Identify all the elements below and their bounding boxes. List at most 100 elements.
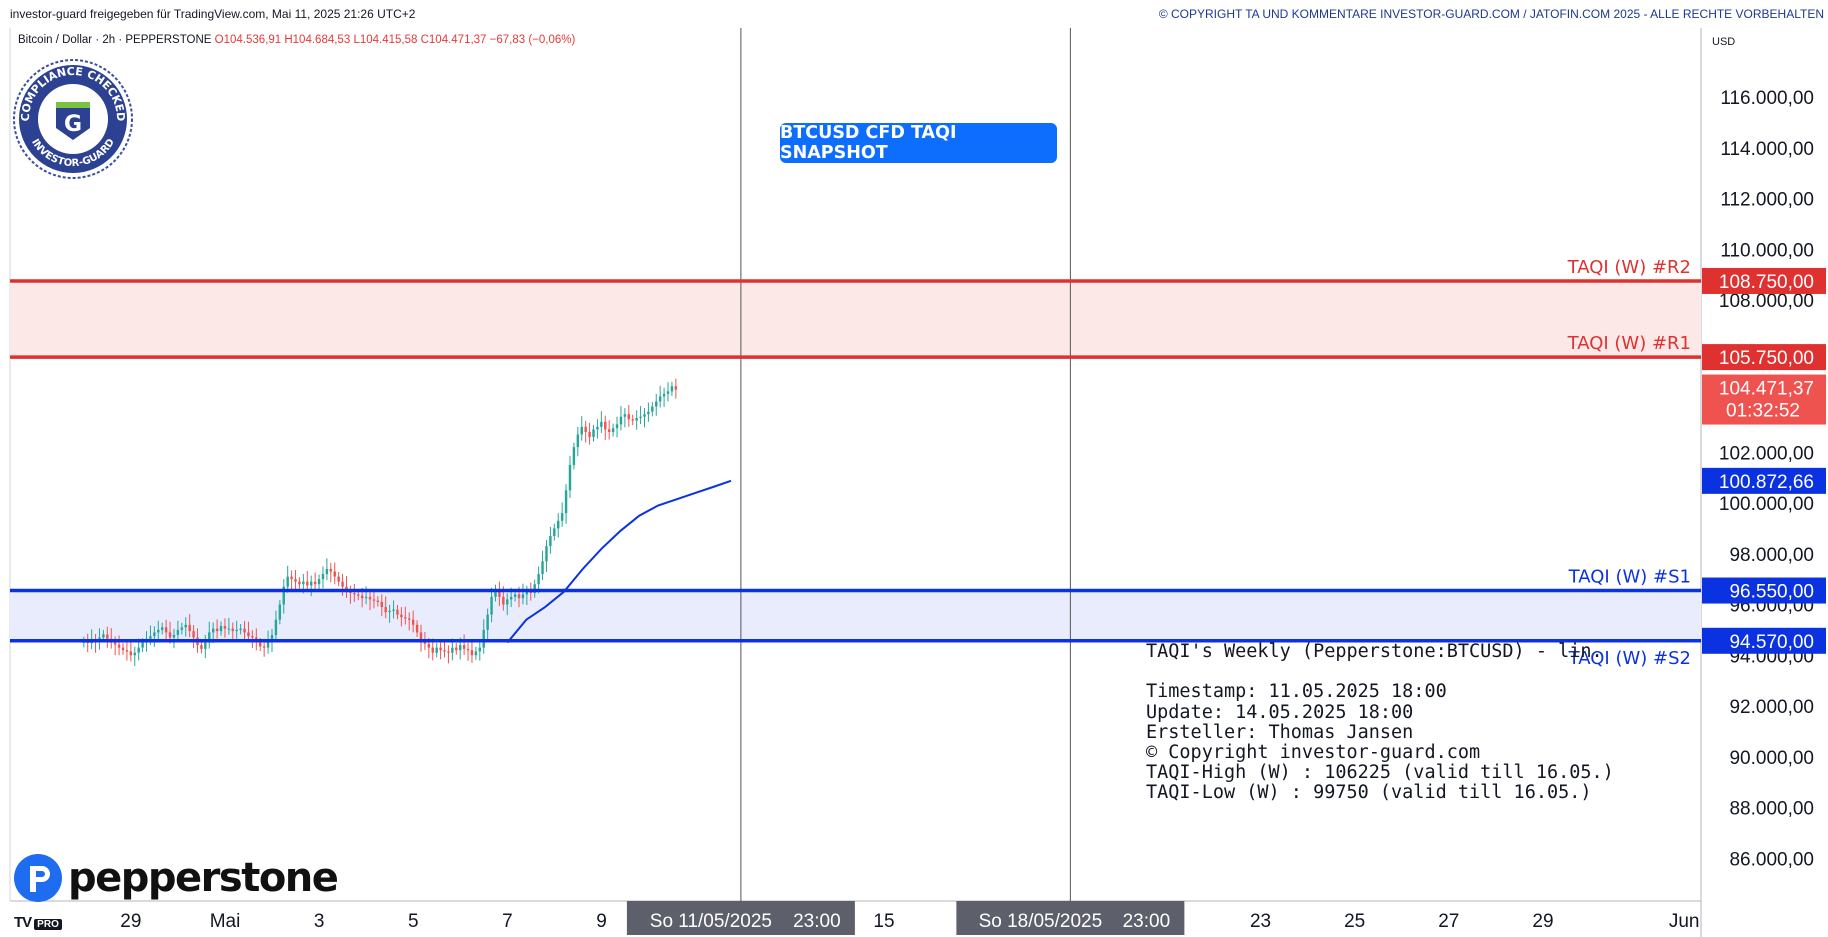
candle-body-33	[211, 628, 215, 633]
candle-body-19	[157, 629, 160, 633]
last-price-badge	[1702, 374, 1826, 425]
candle-body-112	[521, 594, 525, 599]
y-tick-7: 100.000,00	[1719, 494, 1814, 515]
candle-body-34	[215, 628, 219, 632]
open-value: O104.536,91	[214, 34, 282, 46]
candle-body-147	[658, 396, 662, 402]
candle-body-127	[580, 426, 583, 435]
top-bar: investor-guard freigegeben für TradingVi…	[0, 0, 1828, 28]
candle-body-81	[400, 614, 403, 618]
candle-body-39	[235, 629, 238, 632]
candle-body-146	[655, 401, 658, 407]
candle-body-57	[306, 581, 309, 586]
x-tick-9: 27	[1438, 911, 1459, 932]
candle-body-41	[243, 628, 246, 633]
candle-body-24	[176, 629, 180, 635]
candle-body-132	[600, 421, 603, 427]
candle-body-11	[125, 650, 129, 652]
date-badge-1	[956, 901, 1185, 935]
compliance-seal: COMPLIANCE CHECKED INVESTOR-GUARD G	[12, 58, 134, 185]
candle-body-108	[506, 599, 509, 605]
chart-background-layer	[9, 28, 1702, 937]
candle-body-87	[423, 642, 427, 644]
moving-average-line	[506, 479, 732, 644]
x-tick-1: Mai	[210, 911, 241, 932]
level-badge-text-2: 96.550,00	[1729, 582, 1814, 603]
y-tick-15: 116.000,00	[1720, 88, 1814, 109]
candle-body-63	[329, 568, 333, 572]
seal-letter: G	[64, 112, 82, 137]
candle-body-27	[188, 624, 191, 632]
candle-body-122	[560, 513, 564, 521]
candle-body-6	[106, 634, 109, 639]
level-badge-text-0: 108.750,00	[1719, 272, 1814, 293]
candle-body-110	[513, 594, 517, 597]
zone-layer	[10, 280, 1701, 641]
y-tick-12: 110.000,00	[1720, 240, 1814, 261]
candle-body-51	[282, 586, 285, 605]
candle-body-88	[427, 643, 431, 648]
candle-body-76	[380, 601, 383, 608]
candle-body-60	[317, 579, 321, 585]
candle-body-22	[168, 632, 172, 638]
candle-body-142	[639, 416, 642, 418]
candle-body-55	[298, 581, 301, 585]
candle-body-85	[415, 624, 419, 633]
candle-body-98	[466, 648, 470, 651]
candle-body-123	[564, 490, 568, 514]
currency-label[interactable]: USD	[1712, 36, 1736, 48]
snapshot-button[interactable]: BTCUSD CFD TAQI SNAPSHOT	[780, 123, 1057, 163]
y-tick-1: 88.000,00	[1729, 799, 1814, 820]
candle-body-124	[568, 464, 572, 491]
candle-body-92	[443, 650, 446, 652]
low-value: L104.415,58	[353, 34, 418, 46]
candle-body-134	[607, 429, 611, 432]
candle-body-83	[408, 618, 411, 620]
candle-body-26	[184, 624, 187, 628]
date-badge-0	[626, 901, 855, 935]
symbol-info[interactable]: Bitcoin / Dollar · 2h · PEPPERSTONE O104…	[18, 34, 575, 46]
candle-body-129	[588, 431, 591, 438]
candle-body-91	[439, 647, 442, 651]
candle-body-28	[192, 631, 195, 638]
candle-body-31	[204, 642, 207, 649]
candle-body-150	[670, 386, 674, 392]
candle-body-12	[129, 651, 133, 656]
candle-body-64	[333, 571, 336, 577]
zone-1	[10, 590, 1701, 641]
candle-body-125	[572, 447, 576, 465]
x-tick-7: 23	[1250, 911, 1271, 932]
date-badge-date-1: So 18/05/2025	[979, 911, 1103, 932]
candle-body-47	[266, 641, 270, 648]
date-badge-date-0: So 11/05/2025	[650, 911, 772, 932]
candle-body-102	[482, 629, 485, 648]
candle-body-79	[392, 609, 395, 611]
candle-body-36	[223, 626, 227, 629]
level-badge-0	[1702, 267, 1826, 294]
candle-body-70	[357, 594, 360, 596]
candle-body-61	[321, 574, 325, 580]
ma-badge	[1702, 467, 1826, 494]
candle-body-38	[231, 628, 235, 632]
x-tick-2: 3	[314, 911, 325, 932]
level-name-2: TAQI (W) #S1	[1568, 567, 1691, 588]
pepperstone-wordmark: pepperstone	[68, 855, 339, 901]
x-tick-0: 29	[120, 911, 141, 932]
candle-body-100	[474, 651, 478, 656]
candle-body-131	[596, 426, 599, 430]
candle-body-43	[251, 636, 254, 638]
candle-body-144	[647, 411, 650, 415]
candle-body-96	[458, 645, 462, 651]
candle-body-54	[294, 579, 297, 582]
grid-layer	[740, 28, 1071, 901]
date-badge-time-1: 23:00	[1123, 911, 1171, 932]
candle-body-42	[247, 632, 250, 637]
candle-body-149	[666, 391, 670, 394]
candle-body-30	[200, 645, 203, 649]
candle-body-137	[619, 416, 623, 425]
tradingview-logo[interactable]: TV PRO	[14, 914, 62, 931]
candle-body-62	[325, 568, 329, 575]
info-taqi-low: TAQI-Low (W) : 99750 (valid till 16.05.)	[1146, 782, 1592, 804]
candle-body-136	[615, 424, 619, 429]
